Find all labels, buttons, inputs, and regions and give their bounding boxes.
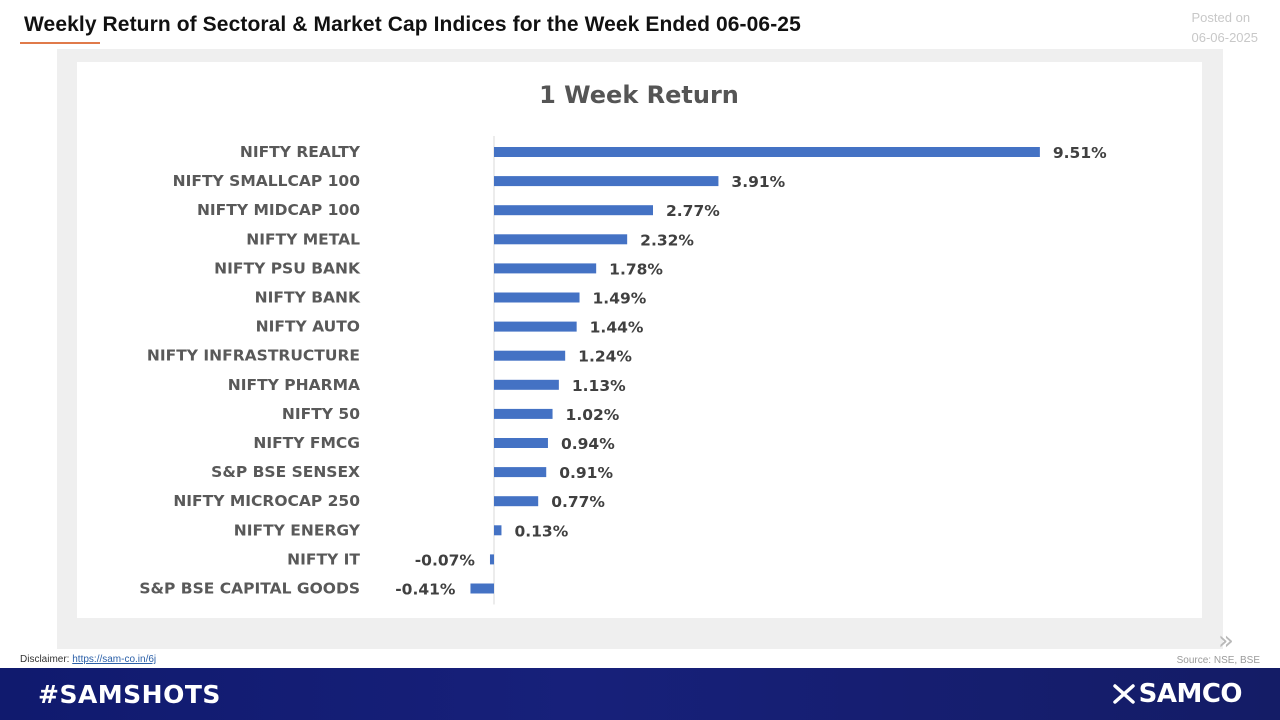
data-label: 0.91%	[559, 464, 613, 482]
title-underline	[20, 42, 100, 44]
data-label: 1.13%	[572, 377, 626, 395]
category-label: NIFTY REALTY	[240, 143, 361, 161]
disclaimer: Disclaimer: https://sam-co.in/6j	[20, 654, 156, 665]
bar	[494, 205, 653, 216]
bar	[494, 408, 553, 419]
bar	[494, 176, 719, 187]
page-title: Weekly Return of Sectoral & Market Cap I…	[24, 13, 801, 36]
data-label: -0.41%	[395, 581, 456, 599]
category-label: NIFTY INFRASTRUCTURE	[147, 347, 360, 365]
chart-area: 1 Week Return NIFTY REALTY 9.51% NIFTY SMA…	[77, 62, 1202, 618]
bar	[494, 379, 559, 390]
posted-label: Posted on	[1191, 10, 1251, 25]
bar	[494, 350, 566, 361]
bar	[489, 554, 494, 565]
bar	[494, 438, 548, 448]
data-label: 1.24%	[578, 348, 632, 366]
category-label: NIFTY MICROCAP 250	[173, 492, 360, 510]
brand-name: SAMCO	[1138, 679, 1243, 709]
double-chevron-right-icon[interactable]: »	[1218, 626, 1234, 656]
data-label: 2.77%	[666, 202, 720, 220]
data-label: 1.02%	[566, 406, 620, 424]
category-label: NIFTY SMALLCAP 100	[173, 172, 361, 190]
posted-date: 06-06-2025	[1191, 30, 1259, 45]
category-label: NIFTY BANK	[255, 289, 361, 307]
samco-logo-icon	[1112, 684, 1135, 704]
source-note: Source: NSE, BSE	[1176, 655, 1260, 666]
data-label: 1.49%	[593, 290, 647, 308]
category-label: S&P BSE SENSEX	[211, 463, 360, 481]
data-label: 1.44%	[590, 319, 644, 337]
disclaimer-label: Disclaimer:	[20, 654, 70, 665]
category-label: NIFTY AUTO	[256, 318, 360, 336]
chart-title: 1 Week Return	[539, 81, 739, 109]
category-label: NIFTY PHARMA	[228, 376, 360, 394]
data-label: -0.07%	[415, 551, 476, 569]
data-label: 3.91%	[731, 173, 785, 191]
data-label: 1.78%	[609, 260, 663, 278]
bar	[470, 583, 494, 594]
posted-info: Posted on 06-06-2025	[1192, 8, 1259, 48]
category-label: NIFTY ENERGY	[234, 521, 361, 539]
bar	[494, 234, 628, 245]
category-label: NIFTY PSU BANK	[214, 259, 361, 277]
bar-chart: 1 Week Return NIFTY REALTY 9.51% NIFTY SMA…	[139, 81, 1107, 605]
hashtag-label: #SAMSHOTS	[38, 680, 221, 709]
data-label: 0.77%	[551, 493, 605, 511]
bar	[494, 321, 577, 332]
bar	[494, 467, 547, 478]
data-label: 2.32%	[640, 231, 694, 249]
category-label: NIFTY METAL	[246, 230, 360, 248]
bar	[494, 147, 1040, 157]
category-label: NIFTY 50	[282, 405, 360, 423]
bar	[494, 263, 597, 274]
disclaimer-link[interactable]: https://sam-co.in/6j	[72, 654, 157, 665]
footer-bar: #SAMSHOTS SAMCO	[0, 668, 1280, 720]
data-label: 9.51%	[1053, 144, 1107, 162]
category-label: NIFTY IT	[287, 550, 360, 568]
bar	[494, 292, 580, 303]
category-label: S&P BSE CAPITAL GOODS	[139, 580, 360, 598]
bar	[494, 525, 502, 536]
data-label: 0.13%	[514, 522, 568, 540]
data-label: 0.94%	[561, 435, 615, 453]
brand-logo: SAMCO	[1112, 679, 1243, 709]
bar	[494, 496, 539, 507]
category-label: NIFTY MIDCAP 100	[197, 201, 360, 219]
category-label: NIFTY FMCG	[253, 434, 360, 452]
